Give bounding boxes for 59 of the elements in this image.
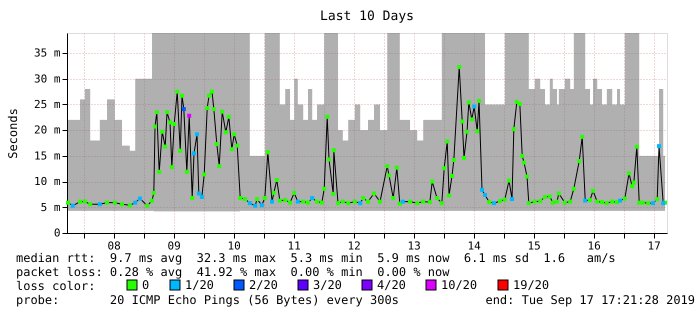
text: median rtt: 9.7 ms avg 32.3 ms max 5.3 ms min 5.9 ms now 6.1 ms sd 1.6 am/s	[16, 251, 616, 265]
point	[651, 201, 656, 206]
point	[138, 196, 142, 201]
point	[187, 114, 192, 118]
x-tick-label: 08	[107, 240, 121, 252]
x-tick-label: 17	[647, 240, 661, 252]
text: end: Tue Sep 17 17:21:28 2019	[485, 293, 695, 307]
point	[480, 188, 484, 192]
point	[270, 200, 274, 204]
point	[253, 204, 258, 208]
y-tick-label: 30 m	[34, 72, 61, 86]
x-tick-label: 12	[347, 240, 361, 252]
point	[483, 192, 488, 197]
x-tick-label: 13	[407, 240, 421, 252]
y-tick-label: 35 m	[34, 46, 61, 60]
x-tick-label: 09	[167, 240, 181, 252]
x-tick-label: 14	[467, 240, 482, 252]
point	[196, 191, 201, 196]
text: packet loss: 0.28 % avg 41.92 % max 0.00 % min 0.00 % now	[16, 265, 450, 279]
point	[358, 201, 362, 206]
point	[510, 197, 514, 202]
point	[98, 202, 102, 206]
y-tick-label: 15 m	[34, 149, 61, 162]
y-tick-label: 5 m	[40, 200, 61, 214]
point	[192, 151, 196, 156]
legend-label: 3/20	[313, 278, 342, 292]
x-tick-label: 16	[587, 240, 601, 252]
point	[657, 144, 662, 148]
legend-title: loss color:	[16, 279, 96, 293]
point	[133, 200, 138, 205]
x-tick-label: 15	[527, 240, 541, 252]
y-tick-label: 20 m	[34, 124, 61, 137]
legend-label: 2/20	[249, 278, 278, 292]
point	[472, 104, 476, 109]
point	[200, 195, 204, 200]
point	[310, 196, 314, 200]
y-axis-title: Seconds	[6, 108, 20, 159]
legend-label: 4/20	[377, 278, 406, 292]
y-tick-label: 10 m	[34, 175, 61, 188]
legend-label: 1/20	[185, 278, 214, 292]
point	[182, 107, 186, 112]
point	[296, 200, 300, 204]
point	[400, 200, 405, 204]
legend-label: 0	[142, 278, 150, 292]
point	[583, 198, 588, 203]
chart-title: Last 10 Days	[320, 9, 414, 24]
y-tick-label: 25 m	[34, 98, 61, 111]
text: probe: 20 ICMP Echo Pings (56 Bytes) every 300s	[16, 293, 399, 307]
point	[492, 201, 496, 206]
legend-label: 10/20	[441, 278, 478, 292]
point	[618, 198, 622, 203]
y-tick-label: 0	[54, 226, 60, 240]
point	[248, 201, 252, 206]
x-tick-label: 11	[287, 240, 301, 252]
point	[195, 132, 200, 136]
point	[260, 203, 264, 208]
point	[70, 204, 75, 208]
x-tick-label: 10	[227, 240, 241, 252]
legend-label: 19/20	[513, 278, 550, 292]
